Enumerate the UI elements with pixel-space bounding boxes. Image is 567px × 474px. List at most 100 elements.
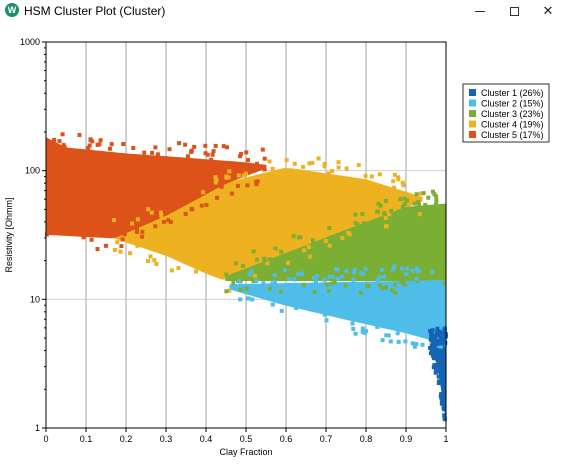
data-point-cluster-5 [135, 227, 139, 232]
data-point-cluster-4 [377, 172, 382, 177]
data-point-cluster-5 [153, 224, 158, 229]
data-point-cluster-4 [227, 169, 232, 174]
x-tick-label: 0.9 [400, 434, 413, 444]
data-point-cluster-2 [250, 297, 255, 302]
maximize-icon [509, 6, 519, 16]
data-point-cluster-5 [177, 141, 182, 146]
data-point-cluster-2 [399, 266, 404, 271]
data-point-cluster-4 [356, 163, 361, 168]
data-point-cluster-3 [384, 285, 389, 290]
legend-label-cluster-4: Cluster 4 (19%) [481, 120, 544, 130]
data-point-cluster-3 [279, 249, 284, 254]
data-point-cluster-3 [416, 200, 421, 205]
data-point-cluster-5 [203, 151, 208, 156]
data-point-cluster-3 [398, 197, 403, 202]
data-point-cluster-4 [307, 161, 312, 166]
data-point-cluster-4 [118, 249, 123, 254]
data-point-cluster-3 [399, 278, 404, 283]
data-point-cluster-1 [439, 392, 444, 397]
data-point-cluster-1 [435, 326, 440, 331]
data-point-cluster-2 [322, 312, 327, 317]
data-point-cluster-3 [244, 286, 249, 291]
data-point-cluster-5 [142, 150, 147, 155]
data-point-cluster-4 [417, 212, 422, 217]
data-point-cluster-5 [254, 182, 259, 187]
data-point-cluster-5 [211, 149, 216, 154]
data-point-cluster-4 [201, 190, 206, 195]
data-point-cluster-4 [322, 164, 327, 169]
data-point-cluster-5 [205, 152, 210, 157]
data-point-cluster-1 [428, 346, 433, 350]
data-point-cluster-5 [209, 157, 214, 162]
data-point-cluster-3 [376, 201, 381, 206]
data-point-cluster-2 [380, 338, 385, 343]
close-button[interactable]: ✕ [531, 0, 565, 22]
data-point-cluster-3 [390, 288, 395, 293]
minimize-button[interactable] [463, 0, 497, 22]
x-axis-ticks: 0 0.1 0.2 0.3 0.4 0.5 0.6 0.7 0.8 0.9 1 [43, 428, 449, 444]
data-point-cluster-2 [351, 326, 356, 331]
data-point-cluster-1 [442, 417, 447, 422]
data-point-cluster-3 [329, 281, 334, 286]
data-point-cluster-1 [435, 333, 440, 338]
data-point-cluster-4 [154, 262, 159, 266]
data-point-cluster-5 [225, 145, 229, 150]
data-point-cluster-3 [240, 264, 245, 269]
data-point-cluster-2 [395, 331, 400, 336]
data-point-cluster-2 [363, 266, 368, 271]
data-point-cluster-1 [431, 356, 436, 361]
data-point-cluster-5 [199, 203, 204, 208]
data-point-cluster-3 [393, 290, 398, 295]
data-point-cluster-5 [97, 142, 102, 147]
data-point-cluster-5 [166, 218, 171, 223]
legend-label-cluster-2: Cluster 2 (15%) [481, 99, 544, 109]
data-point-cluster-5 [109, 142, 114, 147]
legend-swatch-cluster-4 [469, 120, 476, 128]
data-point-cluster-1 [442, 326, 447, 331]
data-point-cluster-1 [429, 332, 434, 337]
data-point-cluster-3 [389, 208, 394, 213]
data-point-cluster-5 [98, 138, 103, 143]
data-point-cluster-5 [245, 183, 250, 188]
data-point-cluster-5 [77, 133, 82, 137]
data-point-cluster-4 [169, 268, 174, 273]
data-point-cluster-3 [442, 281, 447, 286]
data-point-cluster-3 [382, 211, 387, 216]
data-point-cluster-3 [431, 189, 435, 194]
data-point-cluster-4 [327, 243, 332, 248]
data-point-cluster-5 [183, 142, 188, 147]
data-point-cluster-2 [352, 267, 357, 272]
data-point-cluster-4 [383, 216, 388, 220]
title-bar: W HSM Cluster Plot (Cluster) ✕ [0, 0, 567, 22]
cluster-regions [45, 136, 447, 418]
data-point-cluster-2 [272, 273, 277, 278]
data-point-cluster-1 [431, 365, 436, 370]
x-tick-label: 0.8 [360, 434, 373, 444]
data-point-cluster-5 [62, 145, 67, 150]
data-point-cluster-3 [301, 283, 306, 287]
data-point-cluster-3 [434, 194, 439, 199]
data-point-cluster-4 [214, 178, 219, 183]
data-point-cluster-2 [330, 274, 335, 279]
maximize-button[interactable] [497, 0, 531, 22]
data-point-cluster-2 [300, 271, 304, 276]
data-point-cluster-5 [104, 243, 108, 248]
data-point-cluster-2 [396, 339, 401, 344]
legend-label-cluster-3: Cluster 3 (23%) [481, 109, 544, 119]
data-point-cluster-4 [400, 180, 405, 185]
data-point-cluster-2 [246, 296, 251, 301]
data-point-cluster-2 [430, 270, 435, 274]
data-point-cluster-2 [351, 277, 356, 282]
data-point-cluster-2 [261, 281, 266, 286]
data-point-cluster-3 [327, 226, 332, 230]
data-point-cluster-2 [237, 278, 242, 283]
data-point-cluster-4 [302, 248, 306, 253]
data-point-cluster-4 [135, 217, 140, 222]
data-point-cluster-2 [392, 264, 397, 269]
data-point-cluster-2 [282, 268, 287, 272]
data-point-cluster-2 [296, 272, 301, 277]
data-point-cluster-4 [330, 168, 335, 173]
data-point-cluster-4 [149, 210, 154, 215]
data-point-cluster-3 [234, 261, 238, 266]
data-point-cluster-5 [238, 154, 243, 159]
